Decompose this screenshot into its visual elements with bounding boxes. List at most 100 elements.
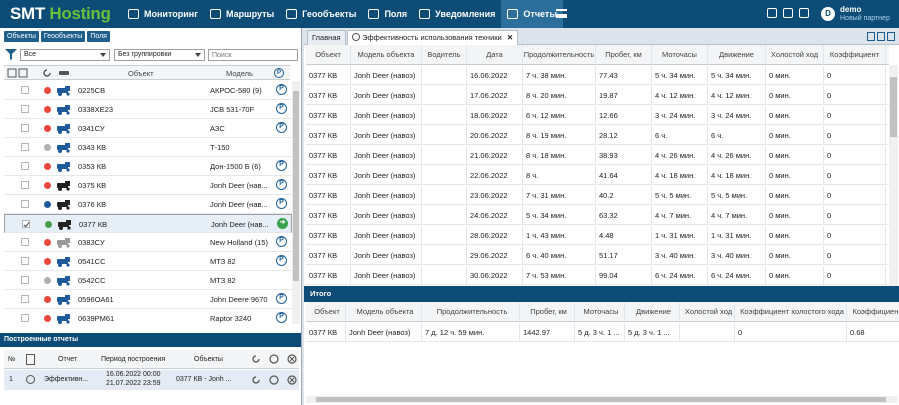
filter-icon[interactable] xyxy=(5,49,17,60)
object-row[interactable]: 0353 КВ Дон-1500 Б (6) P xyxy=(4,157,292,176)
column-header[interactable]: Дата xyxy=(467,45,523,64)
object-row[interactable]: 0639РМ61 Raptor 3240 P xyxy=(4,309,292,324)
object-row[interactable]: 0596ОА61 John Deere 9670 P xyxy=(4,290,292,309)
column-header[interactable]: Коэффициент xyxy=(824,45,886,64)
nav-item-5[interactable]: Отчеты xyxy=(501,0,564,28)
object-checkbox[interactable] xyxy=(21,143,29,151)
table-row[interactable]: 0377 КВ Jonh Deer (навоз) 22.06.2022 8 ч. 41… xyxy=(306,166,889,185)
column-header[interactable]: Коэффициент холостого хода xyxy=(735,302,847,321)
totals-horizontal-scrollbar[interactable] xyxy=(306,396,897,403)
object-checkbox[interactable] xyxy=(21,276,29,284)
object-checkbox[interactable] xyxy=(21,181,29,189)
terminal-icon[interactable] xyxy=(783,8,793,18)
object-row[interactable]: 0375 КВ Jonh Deer (нав... P xyxy=(4,176,292,195)
column-header[interactable]: Коэффициен xyxy=(847,302,899,321)
column-header[interactable]: Пробег, км xyxy=(520,302,575,321)
table-row[interactable]: 0377 КВ Jonh Deer (навоз) 23.06.2022 7 ч. 3… xyxy=(306,186,889,205)
moving-icon[interactable]: ➜ xyxy=(277,218,288,229)
object-checkbox[interactable] xyxy=(21,86,29,94)
object-checkbox[interactable] xyxy=(21,257,29,265)
subtab-2[interactable]: Поля xyxy=(87,31,110,42)
parking-icon[interactable]: P xyxy=(276,293,287,304)
status-filter-select[interactable]: Все xyxy=(20,49,110,61)
column-header[interactable]: Моточасы xyxy=(652,45,708,64)
object-checkbox[interactable] xyxy=(21,238,29,246)
totals-row[interactable]: 0377 КВ Jonh Deer (навоз) 7 д. 12 ч. 59 ми… xyxy=(306,323,899,342)
object-row[interactable]: 0541СС МТЗ 82 P xyxy=(4,252,292,271)
column-header[interactable]: Модель объекта xyxy=(351,45,422,64)
refresh-status-icon[interactable] xyxy=(42,68,52,78)
search-input[interactable] xyxy=(208,49,298,61)
column-header[interactable]: Холостой ход xyxy=(680,302,735,321)
objects-scrollbar[interactable] xyxy=(292,81,300,324)
column-header[interactable]: Объект xyxy=(306,45,351,64)
object-row[interactable]: 0377 КВ Jonh Deer (нав... ➜ xyxy=(4,214,292,233)
object-checkbox[interactable] xyxy=(21,314,29,322)
object-row[interactable]: 0338ХЕ23 JCB 531-70F P xyxy=(4,100,292,119)
subtab-0[interactable]: Объекты xyxy=(4,31,39,42)
parking-icon[interactable]: P xyxy=(276,312,287,323)
object-row[interactable]: 0343 КВ Т-150 xyxy=(4,138,292,157)
table-row[interactable]: 0377 КВ Jonh Deer (навоз) 17.06.2022 8 ч. 2… xyxy=(306,86,889,105)
word-icon[interactable] xyxy=(887,32,895,41)
column-object[interactable]: Объект xyxy=(128,69,154,78)
table-row[interactable]: 0377 КВ Jonh Deer (навоз) 29.06.2022 6 ч. 4… xyxy=(306,246,889,265)
close-all-icon[interactable] xyxy=(287,354,297,364)
object-checkbox[interactable] xyxy=(22,220,30,228)
object-checkbox[interactable] xyxy=(21,295,29,303)
parking-icon[interactable]: P xyxy=(276,179,287,190)
pdf-icon[interactable] xyxy=(877,32,885,41)
refresh-icon[interactable] xyxy=(251,375,261,385)
parking-icon[interactable]: P xyxy=(276,103,287,114)
table-row[interactable]: 0377 КВ Jonh Deer (навоз) 24.06.2022 5 ч. 3… xyxy=(306,206,889,225)
nav-item-0[interactable]: Мониторинг xyxy=(122,0,204,28)
object-checkbox[interactable] xyxy=(21,105,29,113)
built-report-row[interactable]: 1 Эффективн... 16.06.2022 00:00 21.07.20… xyxy=(4,370,299,390)
user-menu[interactable]: D demo Новый партнер xyxy=(821,5,890,23)
nav-item-1[interactable]: Маршруты xyxy=(204,0,280,28)
rebuild-icon[interactable] xyxy=(269,354,279,364)
expand-columns-icon[interactable] xyxy=(7,68,29,78)
parking-icon[interactable]: P xyxy=(276,255,287,266)
close-icon[interactable] xyxy=(287,375,297,385)
parking-icon[interactable]: P xyxy=(276,122,287,133)
excel-icon[interactable] xyxy=(867,32,875,41)
parking-icon[interactable]: P xyxy=(276,236,287,247)
nav-item-2[interactable]: Геообъекты xyxy=(280,0,362,28)
column-header[interactable]: Объект xyxy=(306,302,346,321)
object-row[interactable]: 0542СС МТЗ 82 xyxy=(4,271,292,290)
column-header[interactable]: Холостой ход xyxy=(766,45,824,64)
object-row[interactable]: 0376 КВ Jonh Deer (нав... P xyxy=(4,195,292,214)
parking-icon[interactable]: P xyxy=(276,160,287,171)
table-row[interactable]: 0377 КВ Jonh Deer (навоз) 30.06.2022 7 ч. 5… xyxy=(306,266,889,285)
column-model[interactable]: Модель xyxy=(226,69,253,78)
parking-icon[interactable]: P xyxy=(276,198,287,209)
menu-icon[interactable] xyxy=(556,9,567,18)
nav-item-4[interactable]: Уведомления xyxy=(413,0,501,28)
gear-icon[interactable] xyxy=(799,8,809,18)
table-row[interactable]: 0377 КВ Jonh Deer (навоз) 20.06.2022 8 ч. 1… xyxy=(306,126,889,145)
tab-home[interactable]: Главная xyxy=(307,30,346,45)
object-checkbox[interactable] xyxy=(21,200,29,208)
column-header[interactable]: Модель объекта xyxy=(346,302,422,321)
table-row[interactable]: 0377 КВ Jonh Deer (навоз) 28.06.2022 1 ч. 4… xyxy=(306,226,889,245)
parking-icon[interactable]: P xyxy=(276,84,287,95)
rebuild-icon[interactable] xyxy=(269,375,279,385)
refresh-icon[interactable] xyxy=(251,354,261,364)
object-row[interactable]: 0383СУ New Holland (15) P xyxy=(4,233,292,252)
column-header[interactable]: Движение xyxy=(625,302,680,321)
table-row[interactable]: 0377 КВ Jonh Deer (навоз) 18.06.2022 6 ч. 1… xyxy=(306,106,889,125)
nav-item-3[interactable]: Поля xyxy=(362,0,413,28)
report-vertical-scrollbar[interactable] xyxy=(889,65,898,297)
object-row[interactable]: 0341СУ АЗС P xyxy=(4,119,292,138)
object-checkbox[interactable] xyxy=(21,162,29,170)
column-header[interactable]: Продолжительность xyxy=(523,45,596,64)
subtab-1[interactable]: Геообъекты xyxy=(40,31,86,42)
table-row[interactable]: 0377 КВ Jonh Deer (навоз) 21.06.2022 8 ч. 1… xyxy=(306,146,889,165)
table-row[interactable]: 0377 КВ Jonh Deer (навоз) 16.06.2022 7 ч. 3… xyxy=(306,66,889,85)
column-header[interactable]: Водитель xyxy=(422,45,467,64)
vehicle-type-icon[interactable] xyxy=(58,69,70,77)
object-checkbox[interactable] xyxy=(21,124,29,132)
column-header[interactable]: Движение xyxy=(708,45,766,64)
grouping-select[interactable]: Без группировки xyxy=(114,49,205,61)
